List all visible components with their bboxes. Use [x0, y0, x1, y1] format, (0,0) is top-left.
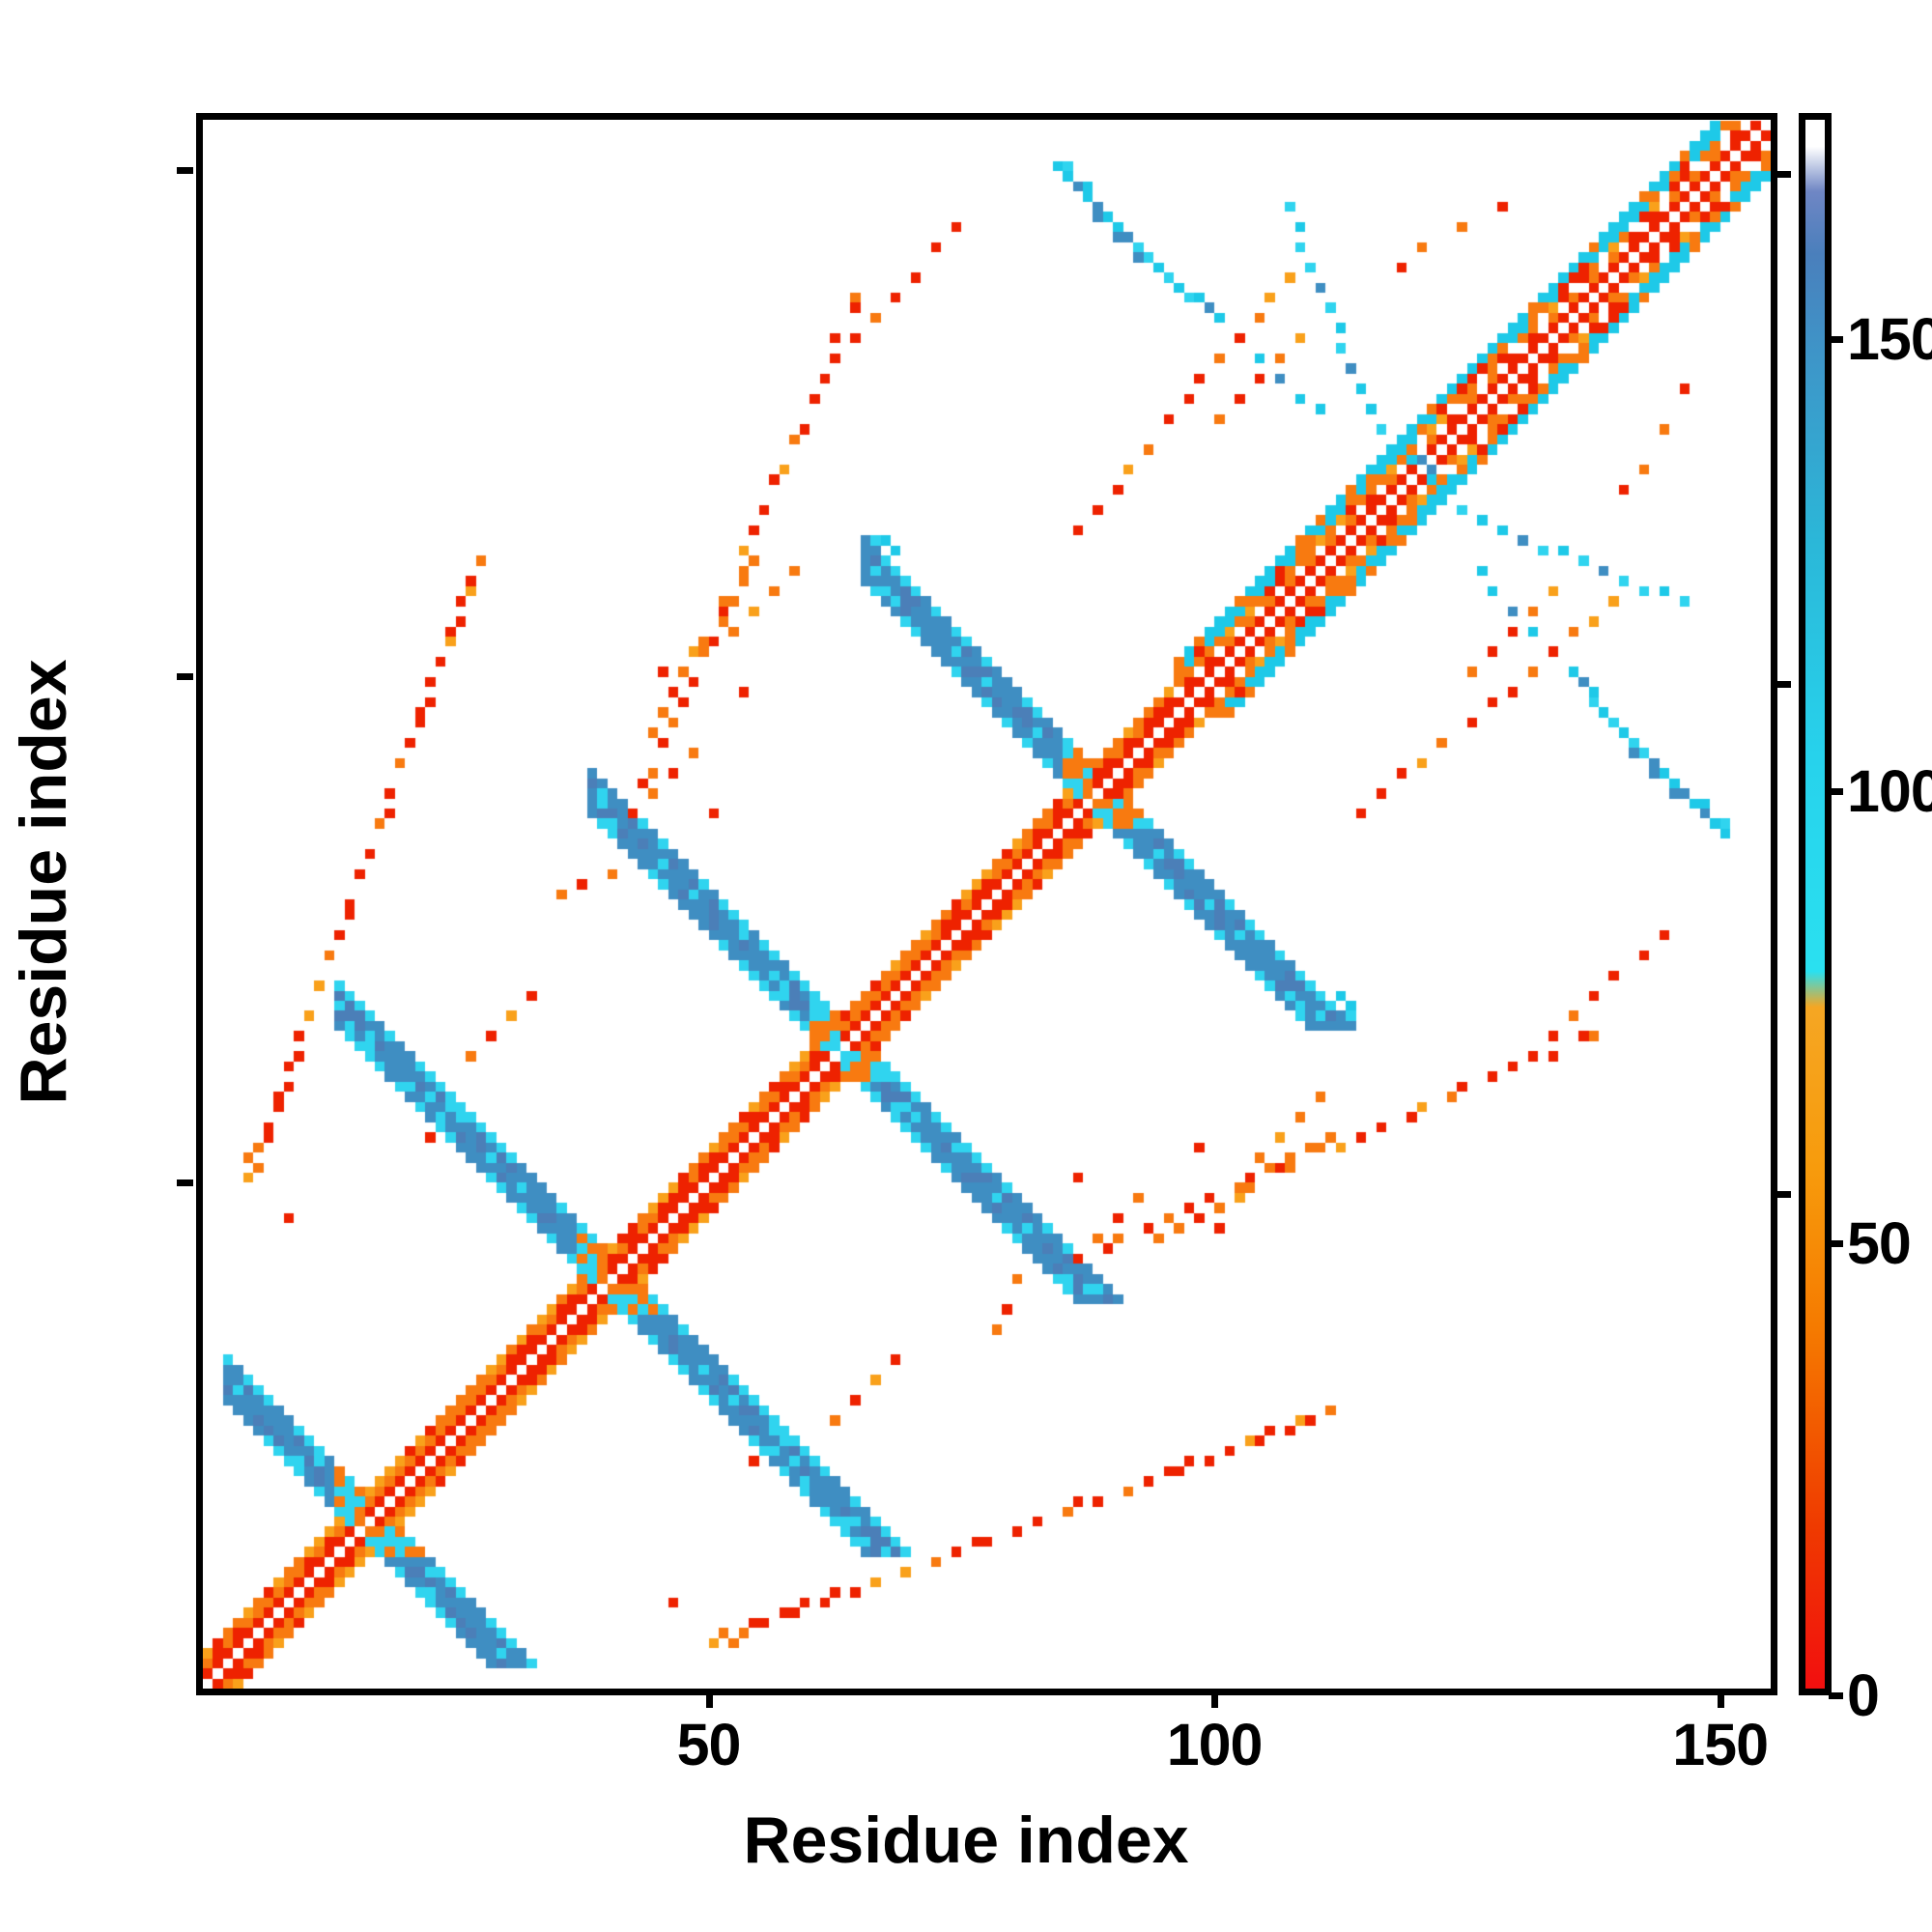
colorbar-tick-mark: [1829, 788, 1843, 795]
x-tick-label: 100: [1166, 1712, 1264, 1777]
y-tick-mark-right: [1775, 681, 1791, 688]
y-tick-mark: [177, 167, 193, 175]
colorbar-tick-mark: [1829, 1240, 1843, 1247]
x-tick-mark: [705, 1691, 713, 1708]
heatmap-plot-area: [196, 113, 1777, 1695]
y-tick-mark: [177, 1179, 193, 1187]
colorbar-tick-label: 50: [1847, 1210, 1912, 1276]
colorbar-frame: [1799, 113, 1832, 1695]
x-axis-title: Residue index: [743, 1804, 1189, 1877]
x-tick-mark: [1211, 1691, 1219, 1708]
colorbar-tick-label: 0: [1847, 1662, 1880, 1728]
colorbar-tick-mark: [1829, 1692, 1843, 1699]
y-tick-mark: [177, 673, 193, 681]
colorbar-tick-label: 150: [1847, 306, 1932, 372]
x-tick-label: 50: [676, 1712, 742, 1777]
y-tick-mark-right: [1775, 171, 1791, 178]
y-axis-title: Residue index: [7, 659, 80, 1105]
x-tick-mark: [1717, 1691, 1724, 1708]
colorbar-tick-label: 100: [1847, 758, 1932, 824]
y-tick-mark-right: [1775, 1191, 1791, 1198]
colorbar: [1799, 113, 1832, 1695]
x-tick-label: 150: [1672, 1712, 1769, 1777]
colorbar-tick-mark: [1829, 336, 1843, 343]
heatmap-canvas: [203, 120, 1771, 1689]
colorbar-gradient: [1805, 120, 1825, 1689]
